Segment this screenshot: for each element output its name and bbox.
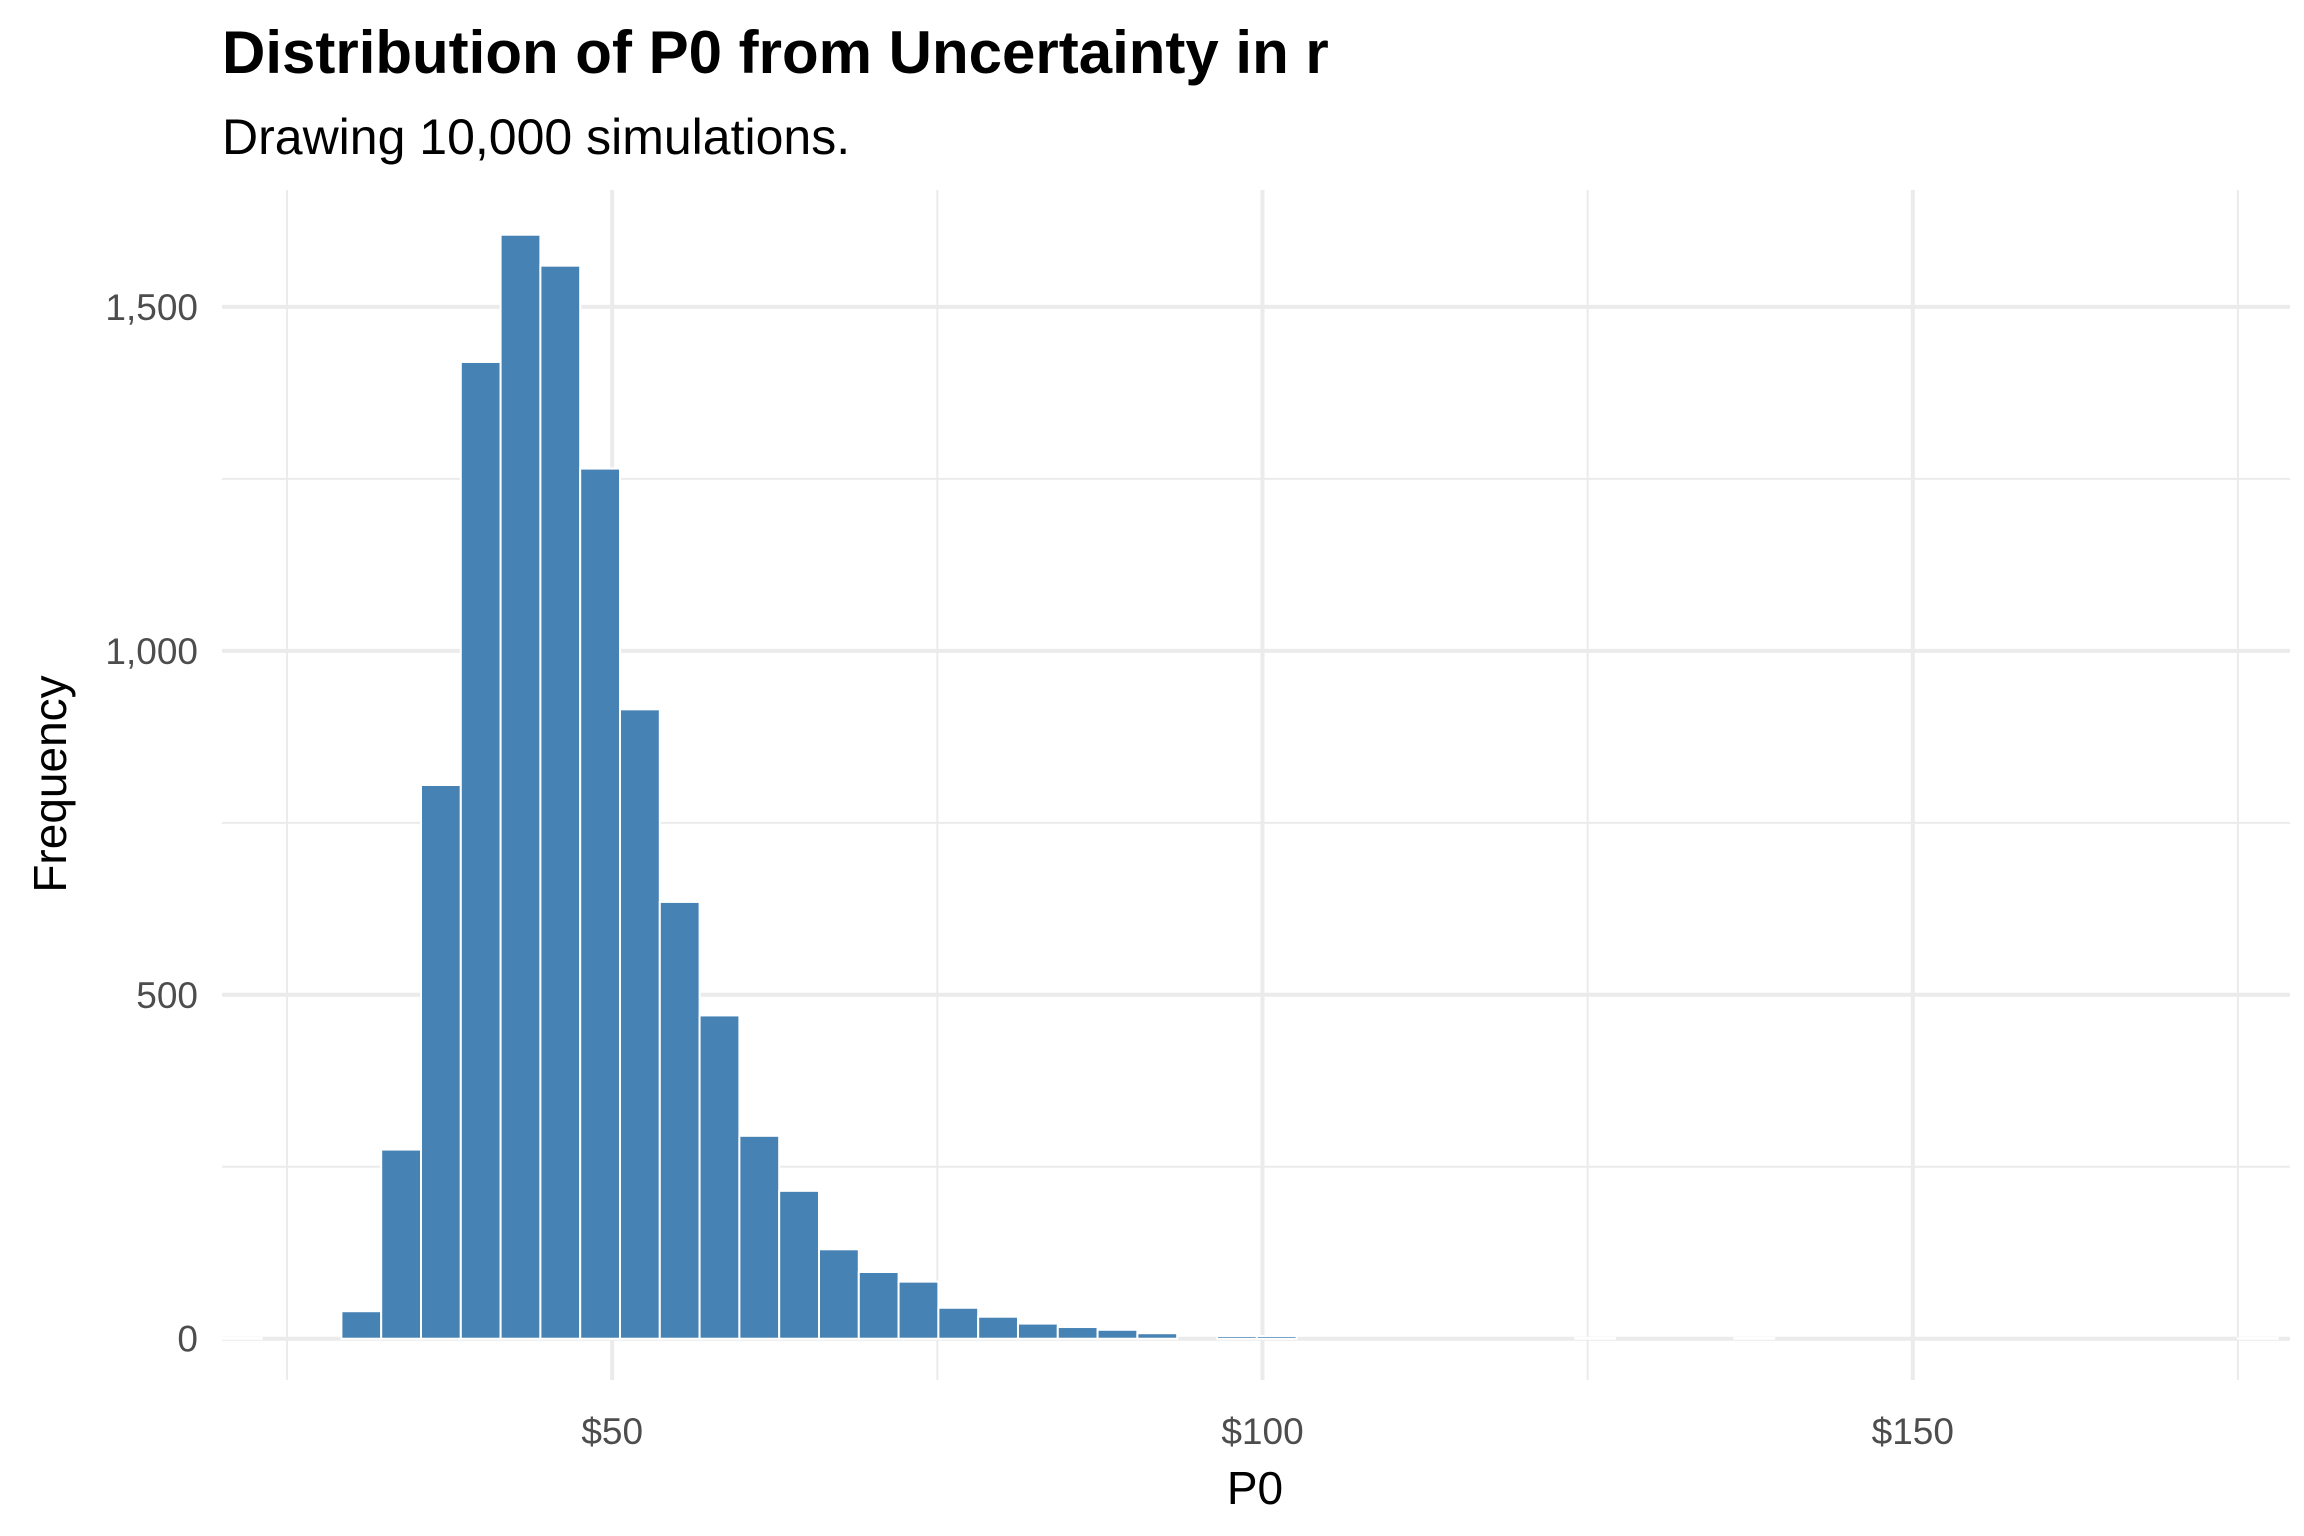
histogram-bar [1733,1337,1776,1340]
y-axis-title: Frequency [24,675,76,892]
histogram-bar [2236,1337,2279,1340]
histogram-bar [1255,1334,1298,1340]
chart-subtitle: Drawing 10,000 simulations. [222,109,851,165]
y-tick-label: 1,500 [105,287,198,328]
histogram-bar [221,1337,263,1340]
y-axis-tick-labels: 0 500 1,000 1,500 [105,287,198,1360]
y-tick-label: 500 [136,975,198,1016]
histogram-bar [658,900,701,1340]
histogram-bar [1215,1334,1258,1340]
histogram-bar [539,264,582,1340]
chart-title: Distribution of P0 from Uncertainty in r [222,19,1329,86]
histogram-bar [857,1271,900,1340]
histogram-bar [499,233,542,1340]
x-tick-label: $50 [581,1411,643,1452]
histogram-bar [1056,1326,1099,1340]
histogram-bar [459,360,502,1340]
histogram-bar [1096,1328,1139,1340]
histogram-bar [937,1306,980,1340]
histogram-bar [340,1310,383,1340]
histogram-bar [380,1148,422,1340]
histogram-bar [977,1315,1019,1340]
histogram-bar [738,1134,781,1340]
histogram-bar [698,1014,741,1340]
x-axis-tick-labels: $50 $100 $150 [581,1411,1954,1452]
histogram-bar [1016,1322,1059,1340]
x-axis-title: P0 [1227,1462,1283,1514]
x-tick-label: $100 [1221,1411,1303,1452]
histogram-bar [897,1280,940,1340]
y-tick-label: 0 [177,1319,198,1360]
x-tick-label: $150 [1872,1411,1954,1452]
histogram-bar [579,467,621,1340]
histogram-bar [618,708,661,1340]
y-tick-label: 1,000 [105,631,198,672]
histogram-bar [419,784,462,1340]
histogram-bar [1574,1337,1616,1340]
histogram-bar [778,1189,820,1340]
histogram-bars [221,233,2279,1340]
histogram-bar [1136,1332,1179,1340]
histogram-bar [817,1248,860,1340]
